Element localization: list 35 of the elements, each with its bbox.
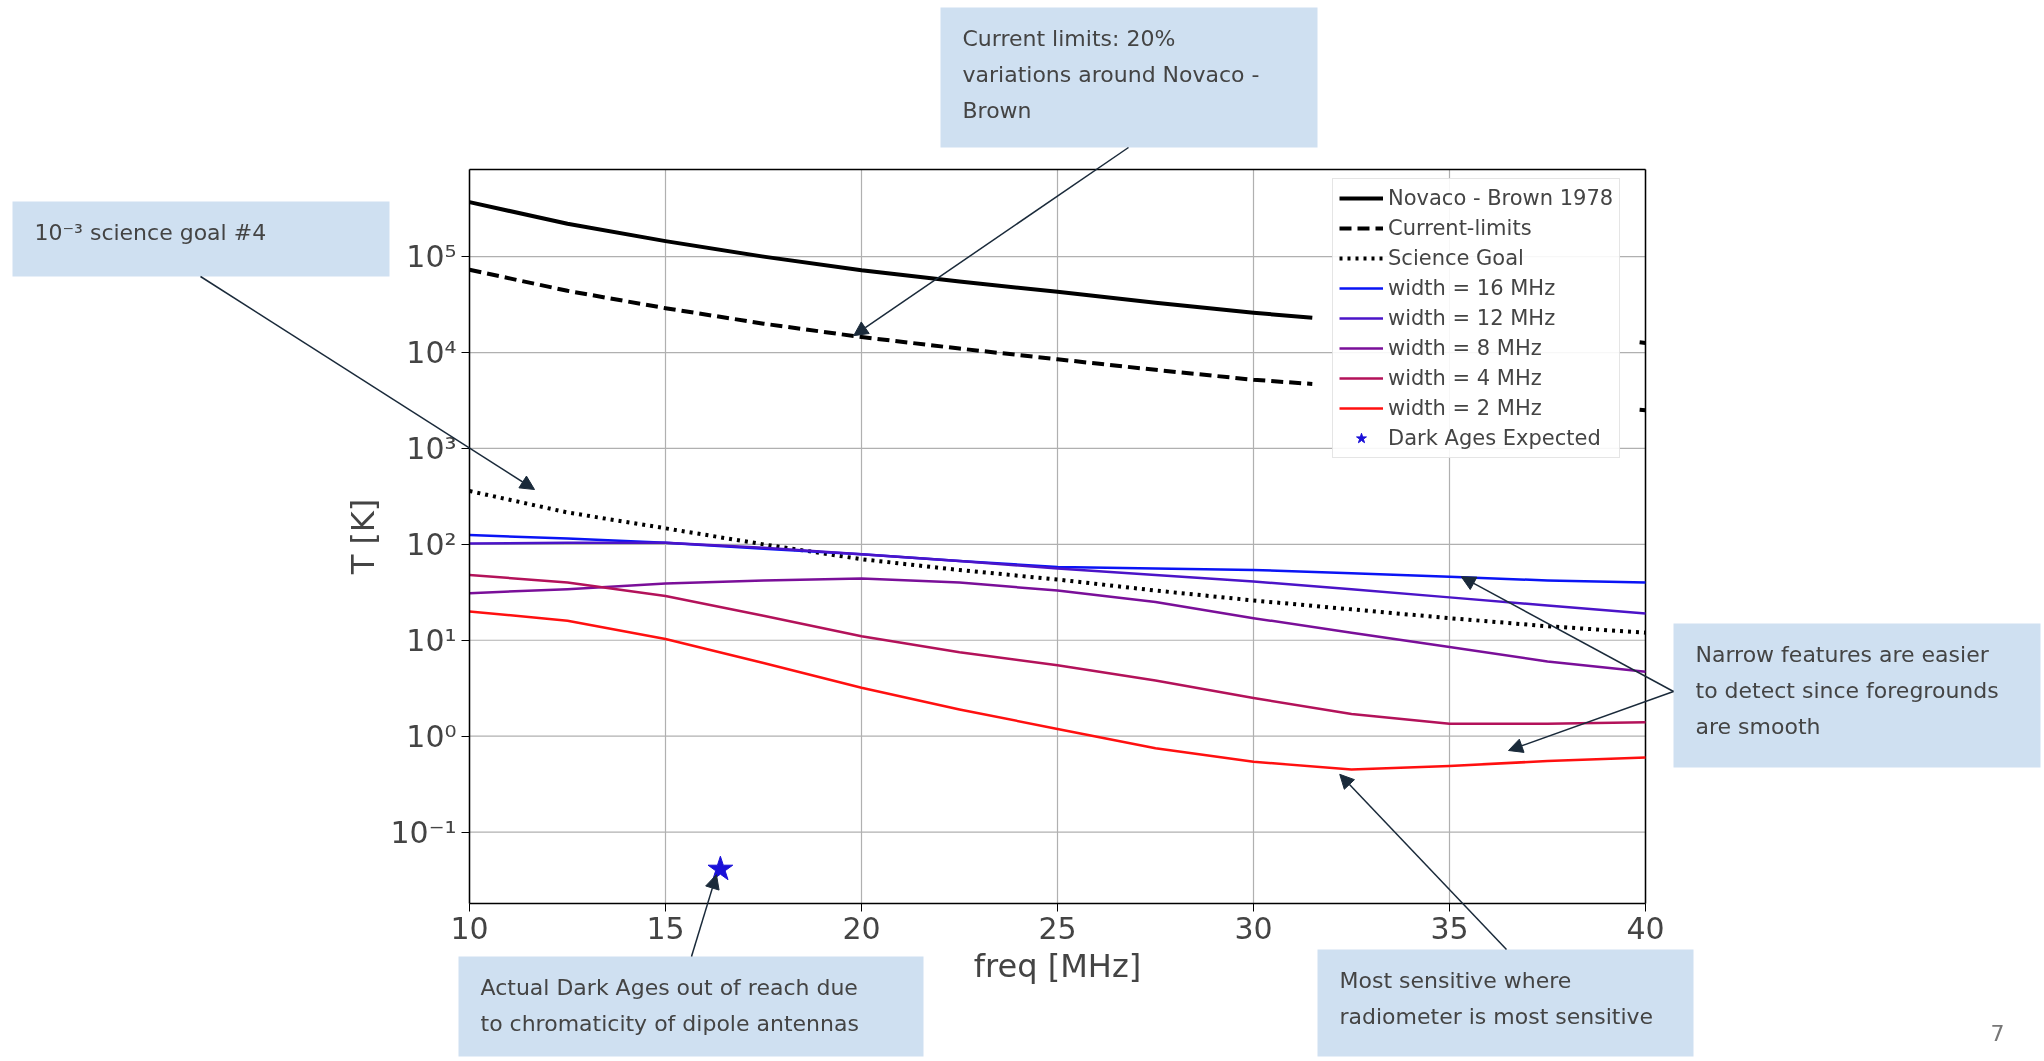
- y-tick-label: 10³: [406, 430, 457, 466]
- y-tick-label: 10⁵: [406, 239, 457, 275]
- x-tick-label: 35: [1430, 910, 1469, 946]
- legend-label: Science Goal: [1388, 245, 1524, 271]
- x-tick-label: 20: [842, 910, 881, 946]
- legend-label: width = 8 MHz: [1388, 335, 1542, 361]
- legend-label: width = 2 MHz: [1388, 395, 1542, 421]
- x-tick-label: 30: [1234, 910, 1273, 946]
- legend-label: Current-limits: [1388, 215, 1532, 241]
- annotation: Current limits: 20% variations around Novaco - Brown: [962, 25, 1260, 123]
- x-tick-label: 10: [450, 910, 489, 946]
- line-series: [468, 573, 1647, 725]
- y-tick-label: 10⁻¹: [390, 814, 457, 850]
- x-tick-label: 15: [646, 910, 685, 946]
- line-series: [468, 577, 1647, 673]
- y-tick-label: 10⁰: [406, 718, 457, 754]
- x-tick-label: 40: [1626, 910, 1665, 946]
- text: 7: [1990, 1020, 2005, 1046]
- legend-label: width = 4 MHz: [1388, 365, 1542, 391]
- x-tick-label: 25: [1038, 910, 1077, 946]
- x-axis-title: freq [MHz]: [973, 946, 1142, 985]
- legend-label: width = 12 MHz: [1388, 305, 1556, 331]
- y-axis-title: T [K]: [344, 498, 383, 576]
- legend-label: width = 16 MHz: [1388, 275, 1556, 301]
- text: 10⁻³ science goal #4: [34, 219, 267, 245]
- y-tick-label: 10⁴: [406, 335, 457, 371]
- annotation: Most sensitive where radiometer is most sensitive: [1339, 967, 1654, 1029]
- line-series: [468, 610, 1647, 771]
- legend-label: Novaco - Brown 1978: [1388, 185, 1614, 211]
- annotation: Actual Dark Ages out of reach due to chromaticity of dipole antennas: [480, 974, 859, 1036]
- annotation: Narrow features are easier to detect since foregrounds are smooth: [1695, 641, 1999, 739]
- y-tick-label: 10²: [406, 526, 457, 562]
- legend-label: Dark Ages Expected: [1388, 425, 1601, 451]
- line-series: [468, 541, 1647, 615]
- y-tick-label: 10¹: [406, 622, 457, 658]
